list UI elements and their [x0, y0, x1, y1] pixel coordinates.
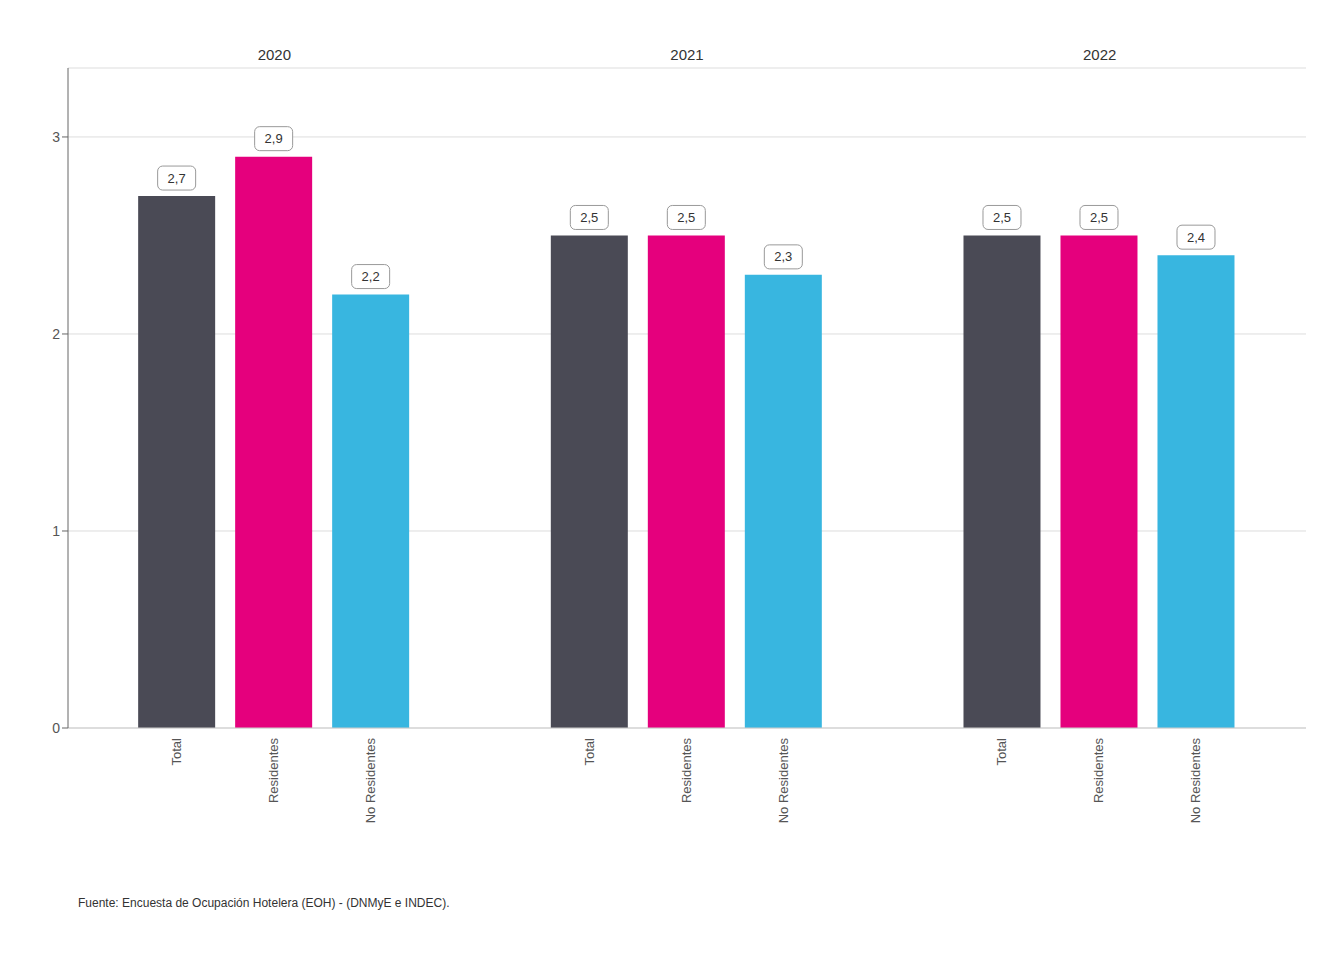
svg-text:2,5: 2,5 [677, 210, 695, 225]
svg-text:2,5: 2,5 [1090, 210, 1108, 225]
svg-text:No Residentes: No Residentes [1188, 738, 1203, 824]
svg-text:No Residentes: No Residentes [363, 738, 378, 824]
svg-text:2,5: 2,5 [580, 210, 598, 225]
svg-text:Total: Total [582, 738, 597, 766]
svg-text:2,4: 2,4 [1187, 230, 1205, 245]
svg-text:2,7: 2,7 [168, 171, 186, 186]
svg-text:3: 3 [52, 129, 60, 145]
svg-text:2021: 2021 [670, 46, 703, 63]
svg-text:0: 0 [52, 720, 60, 736]
svg-text:2020: 2020 [258, 46, 291, 63]
svg-text:2,2: 2,2 [362, 269, 380, 284]
svg-text:Total: Total [169, 738, 184, 766]
html-text:Fuente: Encuesta de Ocupación: Fuente: Encuesta de Ocupación Hotelera (… [78, 896, 450, 910]
svg-text:2022: 2022 [1083, 46, 1116, 63]
svg-text:2,5: 2,5 [993, 210, 1011, 225]
svg-text:Total: Total [994, 738, 1009, 766]
svg-text:2,3: 2,3 [774, 249, 792, 264]
svg-text:Residentes: Residentes [679, 738, 694, 804]
svg-text:No Residentes: No Residentes [776, 738, 791, 824]
svg-text:Residentes: Residentes [266, 738, 281, 804]
svg-text:1: 1 [52, 523, 60, 539]
svg-text:2,9: 2,9 [265, 131, 283, 146]
svg-text:Residentes: Residentes [1091, 738, 1106, 804]
svg-text:2: 2 [52, 326, 60, 342]
